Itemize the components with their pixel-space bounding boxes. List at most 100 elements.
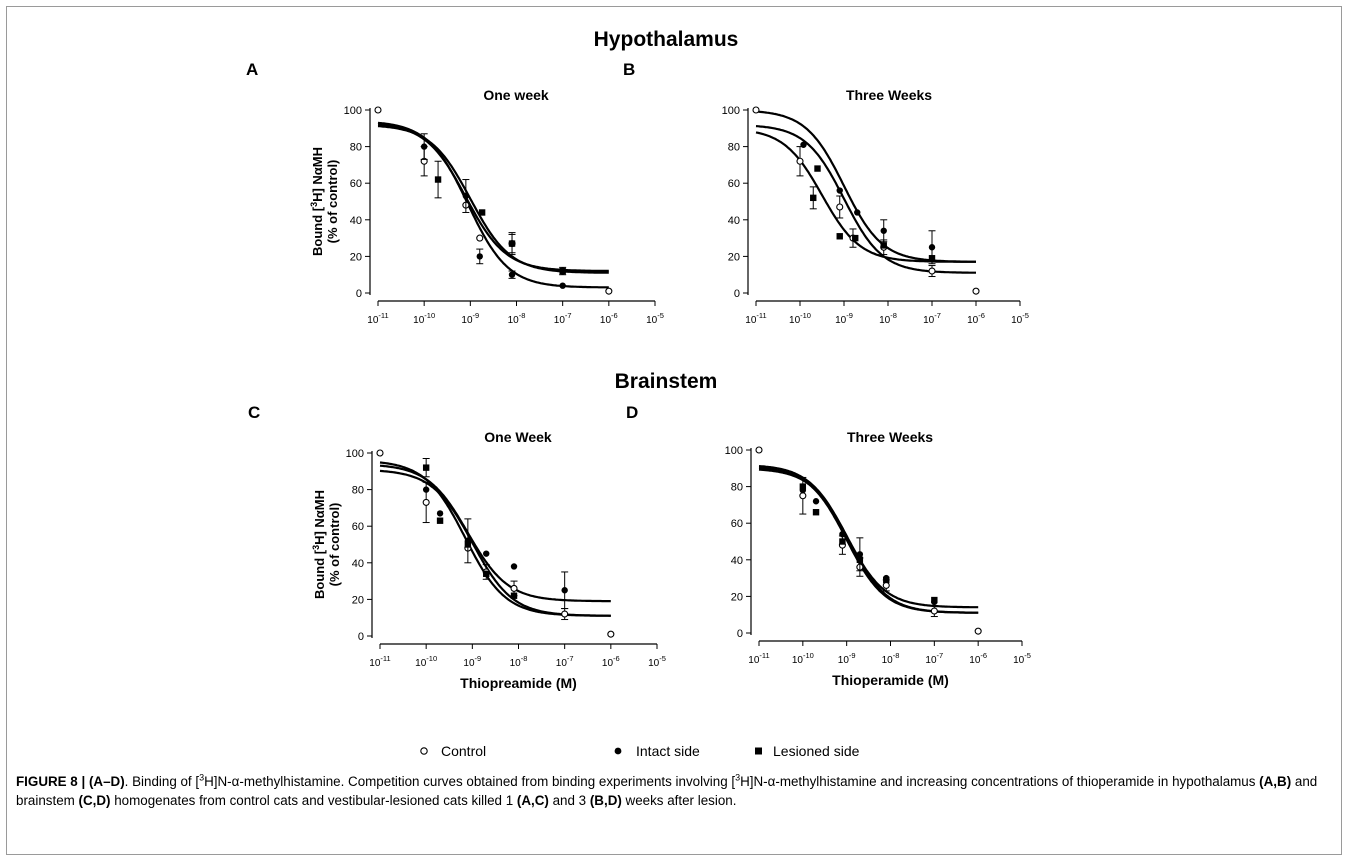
x-tick-label: 10-11 (369, 654, 390, 669)
chart-panel-c: C One Week 0 20 40 60 80 100 10-11 10-10 10-9 10-8 1… (248, 403, 666, 691)
x-tick-label: 10-11 (367, 311, 388, 326)
section-title-hypothalamus: Hypothalamus (594, 28, 739, 51)
chart-panel-d: D Three Weeks 0 20 40 60 80 100 10-11 10-10 10-9 10… (626, 403, 1031, 688)
x-tick-label: 10-7 (554, 311, 572, 326)
x-tick-label: 10-10 (792, 651, 814, 666)
figure-frame (6, 6, 1342, 855)
x-tick-label: 10-9 (838, 651, 856, 666)
data-point-control (882, 581, 890, 589)
data-point-control (799, 492, 807, 500)
x-tick-label: 10-11 (745, 311, 766, 326)
data-point-control (972, 287, 980, 295)
caption-text: . Binding of [ (124, 774, 200, 789)
section-title-brainstem: Brainstem (615, 370, 718, 393)
y-tick-label: 0 (358, 631, 364, 643)
x-tick-label: 10-6 (969, 651, 987, 666)
data-point-lesioned-side (434, 176, 442, 183)
data-point-lesioned-side (814, 165, 821, 172)
data-point-control (374, 106, 382, 114)
legend-marker-filled-circle (614, 747, 622, 755)
data-point-lesioned-side (839, 538, 846, 545)
x-tick-label: 10-7 (556, 654, 574, 669)
data-point-lesioned-side (812, 509, 820, 516)
data-point-control (796, 157, 804, 165)
panel-label: A (246, 60, 258, 79)
data-point-control (836, 203, 844, 211)
fit-curve-lesioned-side (379, 461, 611, 617)
legend: Control Intact side Lesioned side (420, 743, 860, 759)
data-point-lesioned-side (478, 209, 486, 216)
y-tick-label: 40 (352, 558, 364, 570)
x-tick-label: 10-7 (925, 651, 943, 666)
y-tick-label: 80 (731, 482, 743, 494)
caption-ref: (C,D) (78, 793, 111, 808)
fit-curve-intact-side (755, 110, 976, 263)
y-tick-label: 100 (725, 445, 743, 457)
caption-ref: (A,B) (1259, 774, 1292, 789)
fit-curve-control (755, 125, 976, 274)
figure-graphic: Hypothalamus Brainstem A One week 0 20 40 60 8… (246, 28, 1031, 759)
data-point-control (752, 106, 760, 114)
data-point-intact-side (559, 282, 566, 289)
y-tick-label: 40 (350, 215, 362, 227)
y-tick-label: 100 (722, 105, 740, 117)
x-tick-label: 10-10 (413, 311, 435, 326)
x-tick-label: 10-8 (510, 654, 528, 669)
legend-marker-open-circle (420, 747, 428, 755)
y-tick-label: 40 (731, 555, 743, 567)
y-tick-label: 80 (352, 485, 364, 497)
x-axis-label: Thioperamide (M) (832, 672, 949, 688)
x-tick-label: 10-6 (602, 654, 620, 669)
data-point-lesioned-side (883, 576, 890, 584)
data-point-lesioned-side (464, 541, 472, 548)
x-tick-label: 10-9 (461, 311, 479, 326)
x-tick-label: 10-8 (879, 311, 897, 326)
caption-ref: (B,D) (589, 793, 622, 808)
fit-curve-control (379, 469, 611, 617)
legend-label: Control (441, 743, 486, 759)
fit-curve-lesioned-side (755, 131, 976, 263)
data-point-intact-side (836, 187, 843, 194)
y-tick-label: 20 (731, 591, 743, 603)
panel-title: Three Weeks (846, 87, 932, 103)
x-tick-label: 10-7 (923, 311, 941, 326)
fit-curve-intact-side (377, 121, 609, 289)
data-point-intact-side (420, 143, 428, 150)
y-tick-label: 20 (350, 251, 362, 263)
data-point-lesioned-side (436, 517, 444, 524)
caption-text: H]N-α-methylhistamine. Competition curve… (204, 774, 736, 789)
caption-text: H]N-α-methylhistamine and increasing con… (740, 774, 1260, 789)
data-point-intact-side (839, 530, 846, 538)
data-point-intact-side (476, 253, 483, 260)
data-point-control (974, 627, 982, 635)
data-point-lesioned-side (483, 570, 490, 577)
data-point-intact-side (856, 551, 864, 558)
caption-text: homogenates from control cats and vestib… (110, 793, 517, 808)
y-tick-label: 80 (350, 142, 362, 154)
data-point-intact-side (561, 587, 568, 594)
x-tick-label: 10-9 (835, 311, 853, 326)
fit-curve-intact-side (758, 465, 979, 609)
caption-superscript: 3 (735, 772, 741, 783)
legend-label: Lesioned side (773, 743, 860, 759)
data-point-control (605, 287, 613, 295)
caption-label: FIGURE 8 | (A–D) (16, 774, 125, 789)
data-point-intact-side (508, 271, 516, 278)
data-point-control (928, 267, 936, 275)
x-tick-label: 10-6 (600, 311, 618, 326)
caption-text: and brainstem (16, 774, 1318, 808)
data-point-lesioned-side (510, 592, 518, 599)
panel-title: One week (483, 87, 549, 103)
x-tick-label: 10-11 (748, 651, 769, 666)
data-point-intact-side (510, 563, 518, 570)
data-point-lesioned-side (928, 255, 936, 262)
chart-panel-b: B Three Weeks 0 20 40 60 80 100 10-11 10-10 10-9 10… (623, 60, 1029, 326)
data-point-control (930, 607, 938, 615)
y-tick-label: 20 (728, 251, 740, 263)
x-tick-label: 10-10 (789, 311, 811, 326)
x-tick-label: 10-5 (1013, 651, 1031, 666)
chart-panel-a: A One week 0 20 40 60 80 100 10-11 10-10 10-9 10-8 1… (246, 60, 664, 326)
data-point-lesioned-side (836, 233, 843, 240)
chart-panels: A One week 0 20 40 60 80 100 10-11 10-10 10-9 10-8 1… (246, 60, 1031, 691)
y-tick-label: 40 (728, 215, 740, 227)
